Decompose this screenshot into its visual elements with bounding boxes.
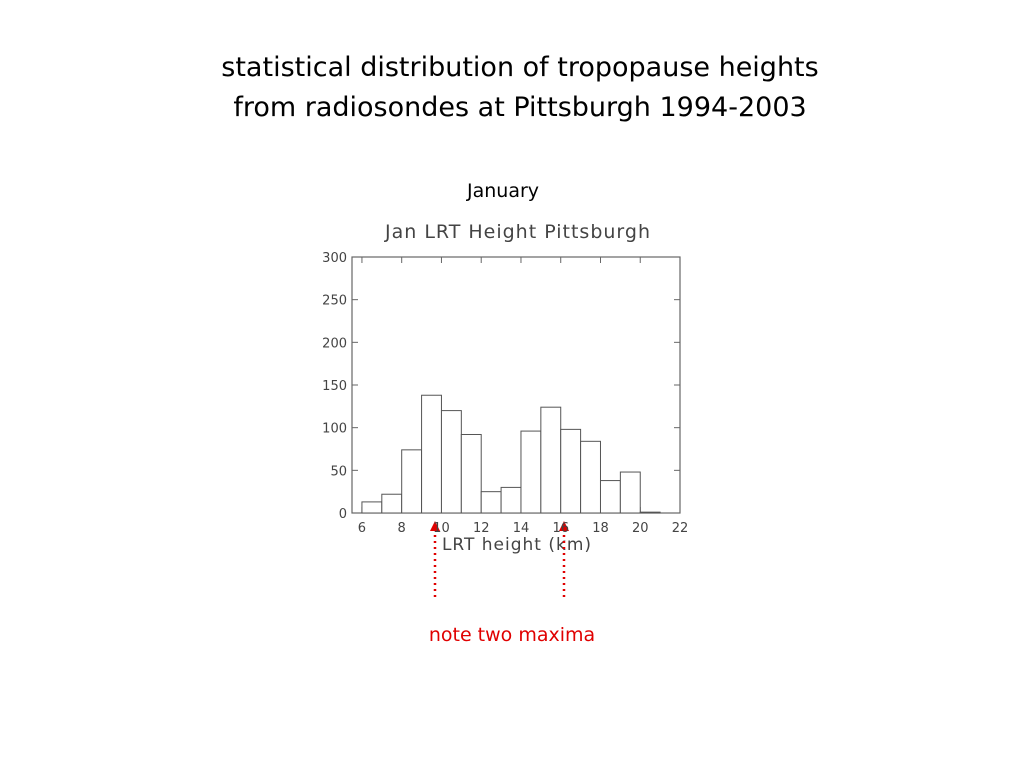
x-tick-label: 8 xyxy=(398,521,406,536)
x-tick-label: 12 xyxy=(473,521,490,536)
y-tick-label: 300 xyxy=(322,251,347,266)
bar xyxy=(361,501,383,514)
x-tick-label: 22 xyxy=(672,521,689,536)
bar xyxy=(560,428,582,514)
chart-subtitle: January xyxy=(466,180,540,202)
bar xyxy=(580,440,601,514)
y-tick-label: 150 xyxy=(322,379,347,394)
x-tick-label: 14 xyxy=(513,521,530,536)
bar xyxy=(500,486,522,514)
y-tick-label: 0 xyxy=(339,507,347,522)
y-tick-label: 100 xyxy=(322,422,347,437)
bar xyxy=(540,406,562,514)
chart-title: Jan LRT Height Pittsburgh xyxy=(384,221,651,243)
y-tick-label: 250 xyxy=(322,294,347,309)
annotation-arrows xyxy=(430,521,569,597)
slide-title: from radiosondes at Pittsburgh 1994-2003 xyxy=(233,92,807,123)
y-tick-label: 200 xyxy=(322,336,347,351)
bar xyxy=(520,430,542,514)
y-tick-label: 50 xyxy=(330,464,347,479)
bar xyxy=(421,394,442,514)
annotation-note: note two maxima xyxy=(428,624,596,646)
slide-title: statistical distribution of tropopause h… xyxy=(221,52,819,83)
bar xyxy=(440,410,462,514)
x-tick-label: 10 xyxy=(433,521,450,536)
bar xyxy=(480,491,502,514)
x-tick-label: 18 xyxy=(592,521,609,536)
bar xyxy=(599,480,621,514)
x-axis-label: LRT height (km) xyxy=(442,535,592,555)
x-tick-label: 20 xyxy=(632,521,649,536)
x-tick-label: 16 xyxy=(552,521,569,536)
bar xyxy=(460,433,482,514)
bar xyxy=(639,511,661,514)
bar xyxy=(619,471,641,514)
bar xyxy=(381,493,403,514)
bar xyxy=(401,449,423,514)
x-tick-label: 6 xyxy=(358,521,366,536)
